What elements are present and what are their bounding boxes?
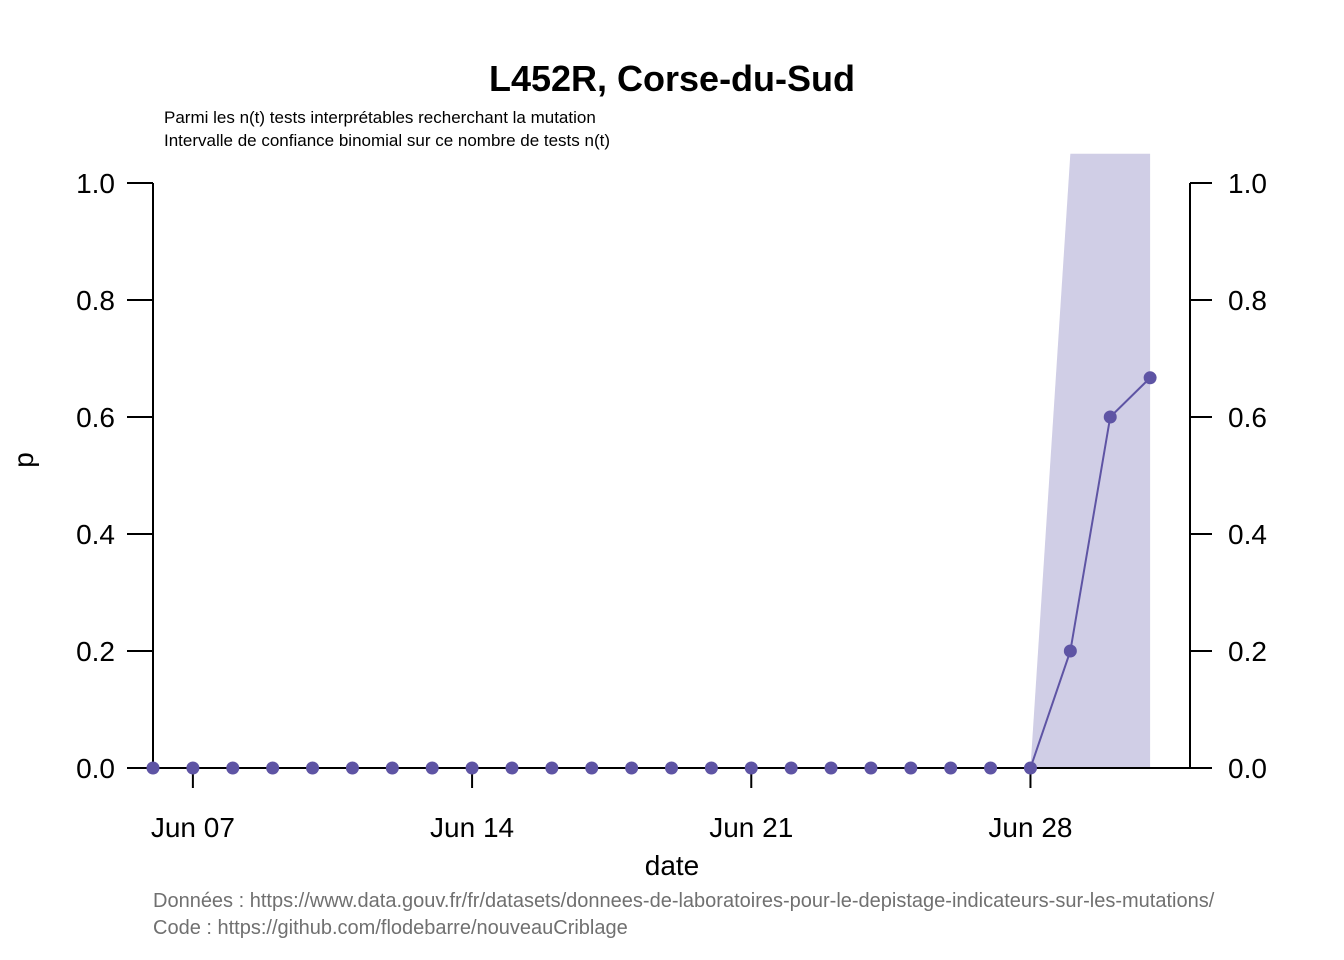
y-tick-label-left: 0.2 <box>76 636 115 667</box>
data-point <box>226 761 240 775</box>
data-point <box>306 761 320 775</box>
data-point <box>824 761 838 775</box>
data-point <box>904 761 918 775</box>
x-tick-label: Jun 28 <box>988 812 1072 843</box>
data-point <box>784 761 798 775</box>
y-tick-label-left: 0.8 <box>76 285 115 316</box>
y-tick-label-left: 0.4 <box>76 519 115 550</box>
data-point <box>984 761 998 775</box>
data-points <box>146 371 1157 775</box>
data-point <box>545 761 559 775</box>
data-point <box>744 761 758 775</box>
confidence-band <box>1030 153 1151 768</box>
y-tick-label-right: 0.0 <box>1228 753 1267 784</box>
y-tick-label-left: 0.6 <box>76 402 115 433</box>
data-point <box>186 761 200 775</box>
y-tick-label-right: 1.0 <box>1228 168 1267 199</box>
y-ticks: 0.0 0.0 0.2 0.2 0.4 0.4 0.6 0.6 0.8 0.8 1.0 1.0 <box>76 168 1267 784</box>
y-tick-label-left: 0.0 <box>76 753 115 784</box>
data-point <box>704 761 718 775</box>
data-point <box>1103 410 1117 424</box>
y-axis-label: p <box>8 452 39 468</box>
series-line <box>153 377 1151 769</box>
source-data-line: Données : https://www.data.gouv.fr/fr/da… <box>153 890 1215 912</box>
y-tick-label-right: 0.6 <box>1228 402 1267 433</box>
x-tick-label: Jun 07 <box>151 812 235 843</box>
series-line-layer <box>153 377 1151 769</box>
data-point <box>1063 644 1077 658</box>
chart-title: L452R, Corse-du-Sud <box>489 58 855 99</box>
x-tick-label: Jun 14 <box>430 812 514 843</box>
data-point <box>505 761 519 775</box>
data-point <box>944 761 958 775</box>
y-tick-label-right: 0.2 <box>1228 636 1267 667</box>
data-point <box>665 761 678 775</box>
chart-subtitle-2: Intervalle de confiance binomial sur ce … <box>164 131 610 150</box>
chart-subtitle-1: Parmi les n(t) tests interprétables rech… <box>164 108 596 127</box>
x-ticks: Jun 07 Jun 14 Jun 21 Jun 28 <box>151 768 1073 843</box>
y-tick-label-right: 0.8 <box>1228 285 1267 316</box>
data-point <box>345 761 359 775</box>
data-point <box>385 761 399 775</box>
y-tick-label-right: 0.4 <box>1228 519 1267 550</box>
confidence-band-layer <box>1030 153 1151 768</box>
y-tick-label-left: 1.0 <box>76 168 115 199</box>
data-point <box>1143 371 1157 385</box>
source-code-line: Code : https://github.com/flodebarre/nou… <box>153 917 628 939</box>
data-point <box>146 761 160 775</box>
data-point <box>864 761 878 775</box>
data-point <box>1023 761 1037 775</box>
data-point <box>625 761 639 775</box>
data-point <box>465 761 479 775</box>
data-point <box>425 761 439 775</box>
data-point <box>585 761 599 775</box>
x-tick-label: Jun 21 <box>709 812 793 843</box>
data-point <box>266 761 280 775</box>
x-axis-label: date <box>645 850 700 881</box>
